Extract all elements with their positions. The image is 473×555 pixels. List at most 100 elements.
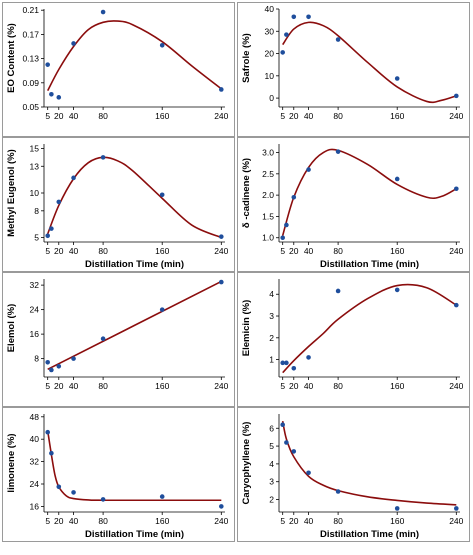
x-tick-label: 40 bbox=[69, 516, 79, 526]
x-tick-label: 240 bbox=[214, 516, 228, 526]
y-tick-label: 10 bbox=[30, 188, 40, 198]
y-tick-label: 13 bbox=[30, 161, 40, 171]
data-point bbox=[335, 288, 341, 294]
data-point bbox=[100, 497, 106, 502]
y-tick-label: 4 bbox=[269, 459, 274, 469]
x-tick-label: 80 bbox=[333, 381, 343, 391]
data-point bbox=[306, 470, 311, 476]
data-point bbox=[284, 440, 289, 445]
data-point bbox=[56, 363, 62, 369]
y-tick-label: 0.17 bbox=[22, 29, 39, 39]
x-tick-label: 240 bbox=[449, 246, 463, 256]
x-tick-label: 80 bbox=[98, 111, 108, 121]
data-point bbox=[291, 365, 297, 371]
x-tick-label: 80 bbox=[98, 246, 108, 256]
y-tick-label: 3.0 bbox=[262, 148, 274, 158]
y-tick-label: 1 bbox=[269, 355, 274, 365]
data-point bbox=[56, 484, 62, 490]
x-tick-label: 160 bbox=[155, 246, 169, 256]
y-tick-label: 0.13 bbox=[22, 54, 39, 64]
fit-curve bbox=[281, 420, 457, 506]
chart-panel-3: 5 20 40 80 160 240 5 8 10 13 15 Methyl Eugenol (%) D… bbox=[2, 137, 235, 272]
x-tick-label: 40 bbox=[304, 246, 314, 256]
y-tick-label: 24 bbox=[30, 479, 40, 489]
x-tick-label: 160 bbox=[390, 516, 404, 526]
y-tick-label: 1.5 bbox=[262, 211, 274, 221]
x-tick-label: 240 bbox=[449, 111, 463, 121]
panel-frame bbox=[237, 2, 470, 137]
y-tick-label: 20 bbox=[265, 49, 275, 59]
data-point bbox=[280, 50, 285, 55]
y-tick-label: 48 bbox=[30, 412, 40, 422]
y-tick-label: 40 bbox=[265, 4, 275, 14]
x-tick-label: 40 bbox=[69, 381, 79, 391]
y-tick-label: 6 bbox=[269, 423, 274, 433]
y-tick-label: 3 bbox=[269, 311, 274, 321]
y-tick-label: 30 bbox=[265, 26, 275, 36]
x-tick-label: 160 bbox=[155, 381, 169, 391]
panel-frame bbox=[2, 2, 235, 137]
data-point bbox=[100, 9, 106, 15]
data-point bbox=[159, 307, 165, 312]
data-point bbox=[100, 155, 106, 160]
y-tick-label: 2.0 bbox=[262, 190, 274, 200]
data-point bbox=[45, 62, 50, 67]
data-point bbox=[56, 199, 62, 205]
chart-panel-6: 5 20 40 80 160 240 1 2 3 4 Elemicin (%) bbox=[237, 272, 470, 407]
x-tick-label: 5 bbox=[280, 111, 285, 121]
data-point bbox=[454, 93, 459, 99]
y-tick-label: 16 bbox=[30, 329, 40, 339]
data-point bbox=[394, 287, 400, 293]
chart-panel-8: 5 20 40 80 160 240 2 3 4 5 6 Caryophyllene (%) Disti… bbox=[237, 407, 470, 542]
x-tick-label: 240 bbox=[214, 111, 228, 121]
fit-curve bbox=[281, 148, 457, 236]
fit-curve bbox=[47, 280, 222, 371]
data-point bbox=[71, 356, 76, 361]
x-tick-label: 160 bbox=[155, 111, 169, 121]
x-tick-label: 20 bbox=[54, 111, 64, 121]
chart-panel-4: 5 20 40 80 160 240 1.0 1.5 2.0 2.5 3.0 δ -cadinene … bbox=[237, 137, 470, 272]
fit-curve bbox=[282, 21, 457, 104]
chart-panel-1: 5 20 40 80 160 240 0.05 0.09 0.13 0.17 0.21 EO Cont… bbox=[2, 2, 235, 137]
data-point bbox=[306, 14, 311, 20]
data-point bbox=[49, 367, 54, 373]
fit-curve bbox=[46, 430, 222, 502]
x-axis-label: Distillation Time (min) bbox=[320, 259, 419, 270]
x-tick-label: 40 bbox=[304, 516, 314, 526]
x-tick-label: 20 bbox=[289, 516, 299, 526]
y-tick-label: 3 bbox=[269, 477, 274, 487]
x-tick-label: 160 bbox=[390, 381, 404, 391]
x-tick-label: 5 bbox=[280, 246, 285, 256]
panel-frame bbox=[237, 272, 470, 407]
y-tick-label: 1.0 bbox=[262, 233, 274, 243]
chart-panel-7: 5 20 40 80 160 240 16 24 32 40 48 limonene (%) Disti… bbox=[2, 407, 235, 542]
data-point bbox=[159, 494, 165, 499]
x-tick-label: 240 bbox=[449, 381, 463, 391]
y-tick-label: 8 bbox=[34, 354, 39, 364]
data-point bbox=[454, 302, 459, 308]
data-point bbox=[394, 176, 400, 182]
data-point bbox=[49, 226, 54, 231]
x-tick-label: 5 bbox=[45, 246, 50, 256]
data-point bbox=[45, 429, 50, 435]
y-axis-label: δ -cadinene (%) bbox=[241, 158, 252, 228]
y-axis-label: Safrole (%) bbox=[241, 33, 252, 83]
data-point bbox=[219, 234, 224, 239]
x-tick-label: 80 bbox=[333, 111, 343, 121]
data-point bbox=[335, 489, 341, 494]
data-point bbox=[49, 91, 54, 97]
data-point bbox=[291, 194, 297, 200]
x-tick-label: 40 bbox=[69, 111, 79, 121]
x-tick-label: 5 bbox=[45, 381, 50, 391]
data-point bbox=[159, 42, 165, 48]
panel-frame bbox=[2, 407, 235, 542]
x-tick-label: 5 bbox=[45, 111, 50, 121]
data-point bbox=[284, 222, 289, 228]
y-tick-label: 24 bbox=[30, 305, 40, 315]
panel-frame bbox=[237, 407, 470, 542]
x-tick-label: 20 bbox=[54, 381, 64, 391]
data-point bbox=[306, 355, 311, 360]
data-point bbox=[45, 360, 50, 365]
x-tick-label: 20 bbox=[289, 381, 299, 391]
data-point bbox=[454, 186, 459, 192]
